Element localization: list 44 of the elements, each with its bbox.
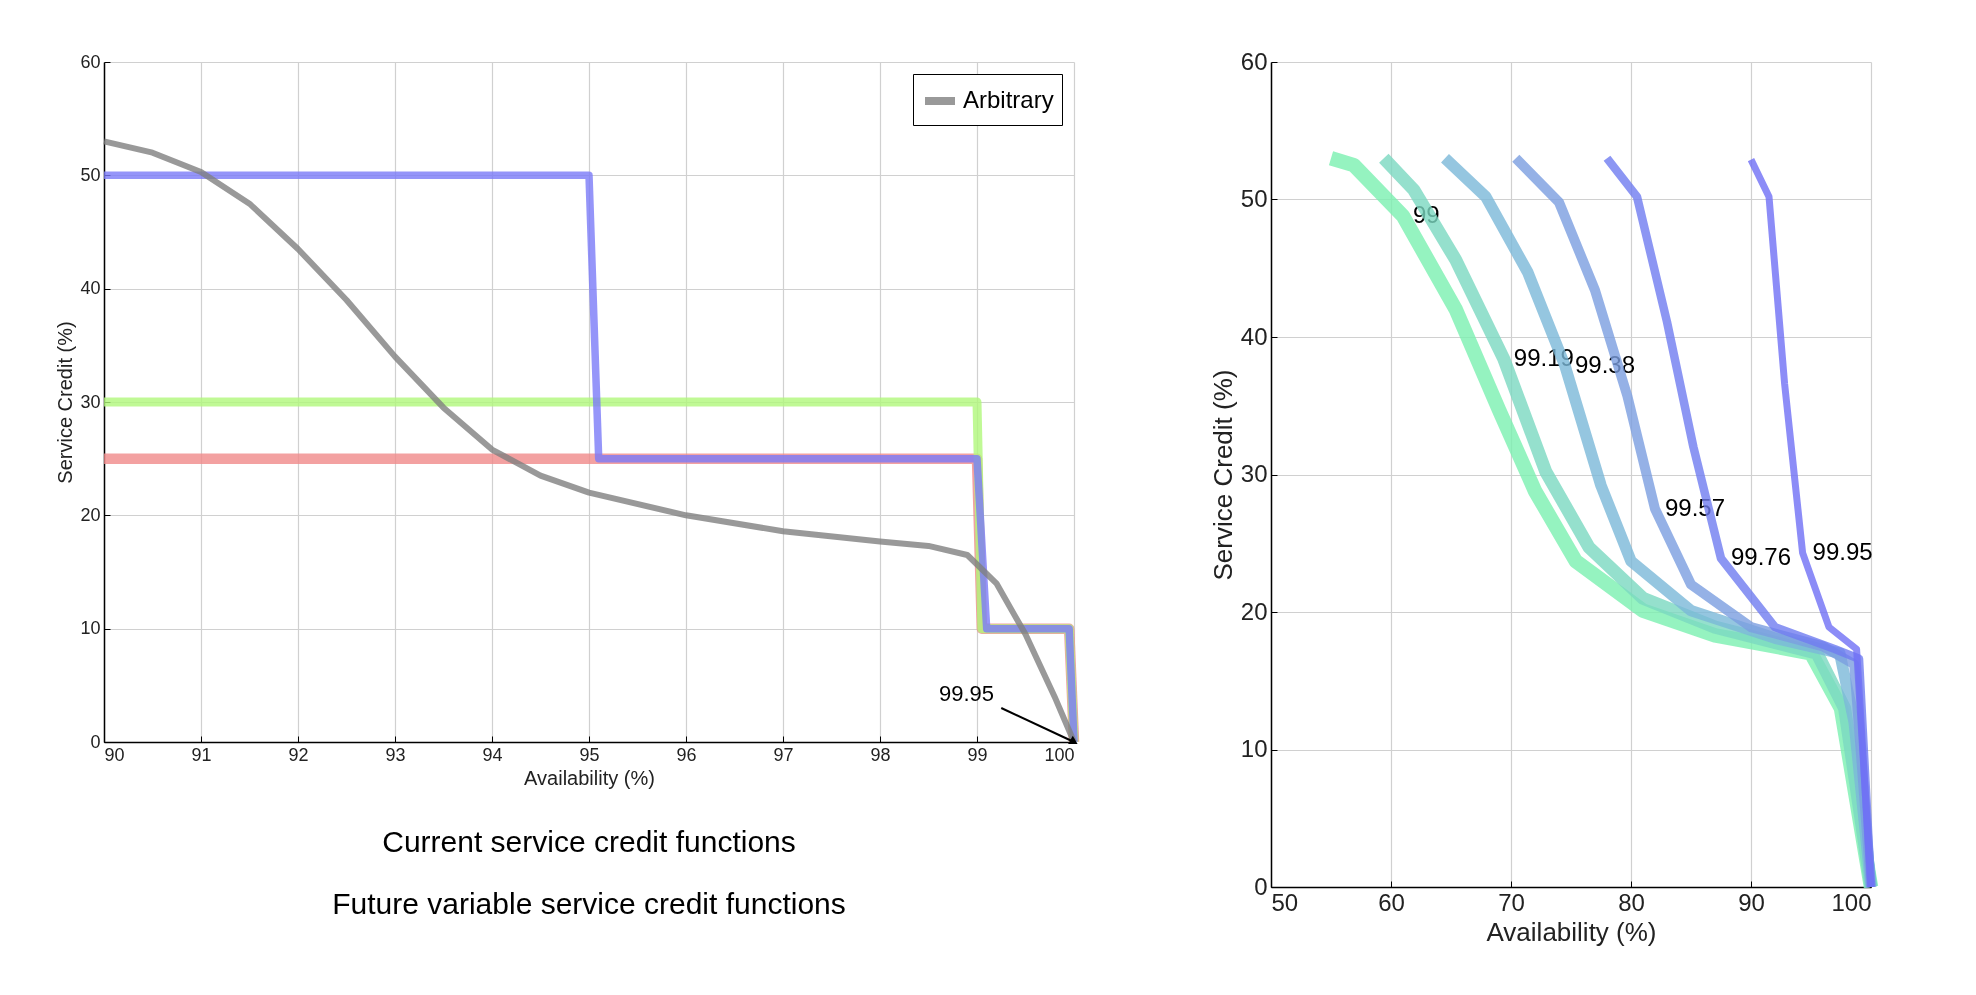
y-tick-label: 50	[80, 164, 101, 185]
y-tick-label: 10	[80, 618, 101, 639]
x-axis-title: Availability (%)	[1486, 916, 1657, 947]
x-tick-label: 90	[1738, 888, 1765, 916]
y-tick-label: 30	[1240, 460, 1268, 487]
y-tick-label: 20	[1240, 597, 1268, 625]
x-axis-title: Availability (%)	[524, 766, 655, 789]
y-tick-label: 10	[1240, 735, 1268, 762]
annotation: 99.95	[938, 681, 994, 706]
x-tick-label: 99	[967, 744, 988, 765]
x-tick-label: 70	[1498, 888, 1525, 916]
x-tick-label: 95	[579, 744, 600, 765]
y-tick-label: 40	[80, 278, 101, 299]
y-tick-label: 60	[80, 51, 101, 72]
x-tick-label: 98	[870, 744, 891, 765]
text: Future variable service credit functions	[332, 887, 846, 920]
y-tick-label: 0	[90, 731, 101, 752]
y-tick-label: 20	[80, 504, 101, 525]
x-tick-label: 91	[191, 744, 212, 765]
y-axis-title: Service Credit (%)	[54, 321, 77, 484]
x-tick-label: 93	[385, 744, 406, 765]
x-tick-label: 97	[773, 744, 794, 765]
x-tick-label: 94	[482, 744, 503, 765]
x-tick-label: 92	[288, 744, 309, 765]
series-label: 99.95	[1812, 537, 1873, 565]
x-tick-label: 100	[1831, 888, 1872, 916]
x-tick-label: 90	[104, 744, 125, 765]
x-tick-label: 50	[1271, 888, 1299, 916]
y-tick-label: 50	[1240, 185, 1268, 212]
legend-label: Arbitrary	[963, 86, 1054, 113]
text: Current service credit functions	[382, 825, 796, 858]
series-label: 99.57	[1665, 493, 1726, 521]
y-tick-label: 30	[80, 391, 101, 412]
x-tick-label: 80	[1618, 888, 1645, 916]
y-tick-label: 0	[1254, 872, 1268, 900]
y-tick-label: 60	[1240, 47, 1268, 75]
x-tick-label: 60	[1378, 888, 1405, 916]
series-label: 99.38	[1575, 350, 1636, 378]
y-tick-label: 40	[1240, 322, 1268, 350]
x-tick-label: 96	[676, 744, 697, 765]
series-label: 99.76	[1731, 543, 1792, 571]
series-label: 99.19	[1513, 344, 1574, 371]
y-axis-title: Service Credit (%)	[1207, 369, 1238, 581]
x-tick-label: 100	[1044, 744, 1075, 765]
